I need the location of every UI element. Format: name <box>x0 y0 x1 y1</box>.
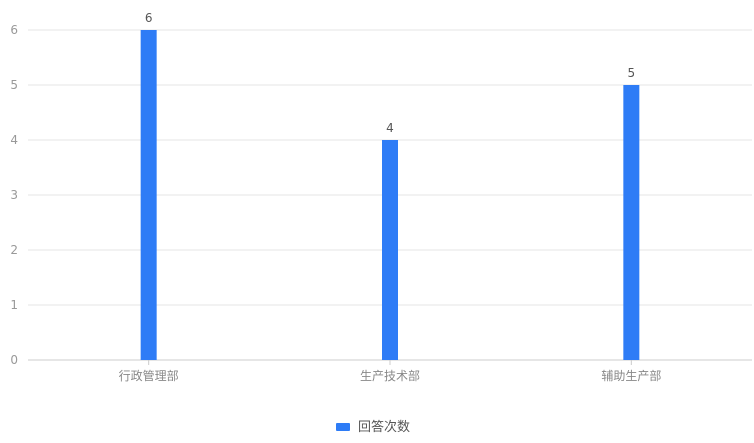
y-tick-label: 0 <box>10 353 18 367</box>
x-category-label: 生产技术部 <box>360 368 420 383</box>
x-category-label: 行政管理部 <box>119 368 179 383</box>
legend-swatch[interactable] <box>336 423 350 431</box>
y-tick-label: 3 <box>10 188 18 202</box>
legend-label[interactable]: 回答次数 <box>358 419 410 435</box>
y-tick-label: 1 <box>10 298 18 312</box>
bar-value-label: 4 <box>386 121 394 135</box>
labels: 行政管理部 6 生产技术部 4 辅助生产部 5 <box>119 11 662 383</box>
y-tick-label: 6 <box>10 23 18 37</box>
bars <box>140 30 640 360</box>
y-tick-label: 2 <box>10 243 18 257</box>
bar-2[interactable] <box>382 140 398 360</box>
y-tick-label: 4 <box>10 133 18 147</box>
bar-value-label: 6 <box>145 11 153 25</box>
bar-value-label: 5 <box>628 66 636 80</box>
y-tick-label: 5 <box>10 78 18 92</box>
bar-3[interactable] <box>623 85 640 360</box>
x-category-label: 辅助生产部 <box>601 368 661 383</box>
legend[interactable]: 回答次数 <box>336 419 410 435</box>
bar-1[interactable] <box>140 30 157 360</box>
